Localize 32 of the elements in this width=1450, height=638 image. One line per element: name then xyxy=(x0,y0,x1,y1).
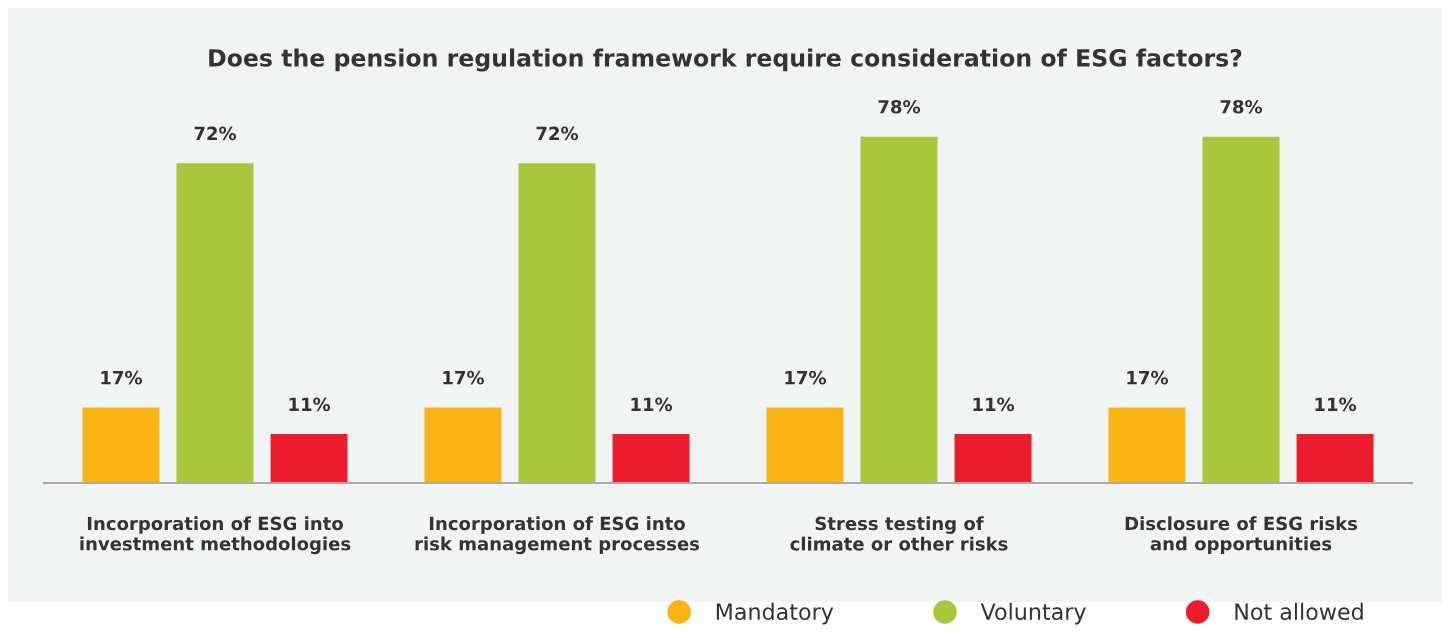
bar xyxy=(766,407,844,483)
data-label: 72% xyxy=(194,126,237,141)
data-label: 11% xyxy=(631,397,673,412)
data-label: 78% xyxy=(1220,99,1263,114)
bar xyxy=(518,163,596,483)
bar xyxy=(424,407,502,483)
x-tick-label: Incorporation of ESG into investment methodologies xyxy=(80,516,351,555)
bar xyxy=(82,407,160,483)
data-label: 17% xyxy=(785,370,826,385)
bar xyxy=(612,434,690,483)
bar xyxy=(270,434,348,483)
legend-label: Mandatory xyxy=(716,602,834,625)
bar xyxy=(176,163,254,483)
x-tick-label: Disclosure of ESG risks and opportunities xyxy=(1125,516,1358,554)
bar xyxy=(1108,407,1186,483)
data-label: 11% xyxy=(289,397,331,412)
x-tick-label: Stress testing of climate or other risks xyxy=(790,516,1008,551)
data-label: 78% xyxy=(878,99,921,114)
x-tick-label: Incorporation of ESG into risk management processes xyxy=(415,516,700,555)
bar xyxy=(954,434,1032,483)
bar xyxy=(1202,136,1280,483)
data-label: 72% xyxy=(536,126,579,141)
data-label: 17% xyxy=(443,370,484,385)
bar xyxy=(860,136,938,483)
bar xyxy=(1296,434,1374,483)
legend-label: Not allowed xyxy=(1235,602,1363,621)
legend-label: Voluntary xyxy=(980,602,1086,625)
data-label: 11% xyxy=(973,397,1015,412)
chart-title: Does the pension regulation framework require consideration of ESG factors? xyxy=(209,48,1242,72)
data-label: 17% xyxy=(101,370,142,385)
data-label: 17% xyxy=(1127,370,1168,385)
data-label: 11% xyxy=(1315,397,1357,412)
